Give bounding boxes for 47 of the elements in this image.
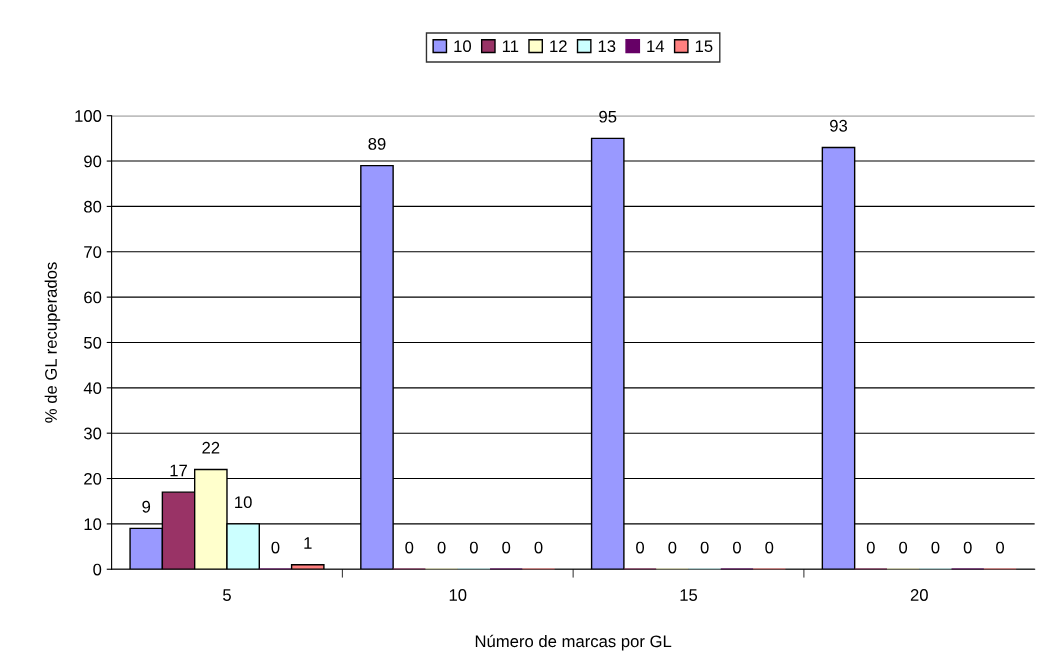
data-label: 0 xyxy=(534,541,543,554)
data-label: 89 xyxy=(368,138,386,150)
data-label: 0 xyxy=(931,541,940,554)
legend-label: 14 xyxy=(647,40,665,52)
legend-label: 15 xyxy=(695,40,713,53)
y-tick-label: 0 xyxy=(93,563,102,576)
data-label: 0 xyxy=(405,541,414,554)
data-label: 1 xyxy=(304,537,312,549)
data-label: 0 xyxy=(732,541,741,554)
x-tick-label: 10 xyxy=(449,589,467,601)
data-label: 0 xyxy=(996,541,1005,554)
data-label: 0 xyxy=(700,541,709,554)
x-tick-label: 20 xyxy=(910,589,928,601)
x-axis-title: Número de marcas por GL xyxy=(475,634,672,651)
x-tick-label: 5 xyxy=(223,589,231,601)
data-label: 0 xyxy=(899,541,908,554)
data-label: 0 xyxy=(765,541,774,554)
x-tick-label: 15 xyxy=(680,589,698,601)
data-label: 22 xyxy=(202,441,220,454)
data-label: 0 xyxy=(636,541,645,554)
data-label: 0 xyxy=(963,541,972,554)
y-tick-label: 80 xyxy=(84,200,102,213)
y-axis-title: % de GL recuperados xyxy=(44,262,61,423)
y-tick-label: 10 xyxy=(84,518,102,531)
y-tick-label: 30 xyxy=(83,427,102,440)
data-label: 0 xyxy=(866,541,875,554)
y-tick-label: 70 xyxy=(84,246,102,258)
data-label: 17 xyxy=(170,464,187,477)
legend-label: 12 xyxy=(550,40,567,52)
legend-label: 13 xyxy=(598,40,616,53)
data-label: 93 xyxy=(830,119,848,132)
data-label: 95 xyxy=(599,110,617,123)
data-label: 10 xyxy=(235,496,252,509)
data-label: 9 xyxy=(142,500,151,513)
y-tick-label: 40 xyxy=(83,382,102,395)
data-label: 0 xyxy=(271,541,280,554)
y-tick-label: 50 xyxy=(84,336,102,349)
data-label: 0 xyxy=(437,541,446,554)
y-tick-label: 60 xyxy=(84,291,102,304)
data-label: 0 xyxy=(502,541,511,554)
data-label: 0 xyxy=(469,541,478,554)
data-label: 0 xyxy=(668,541,677,554)
y-tick-label: 20 xyxy=(84,472,102,485)
y-tick-label: 100 xyxy=(75,110,102,122)
legend-label: 11 xyxy=(502,40,519,52)
legend-label: 10 xyxy=(454,40,472,53)
y-tick-label: 90 xyxy=(84,155,102,168)
